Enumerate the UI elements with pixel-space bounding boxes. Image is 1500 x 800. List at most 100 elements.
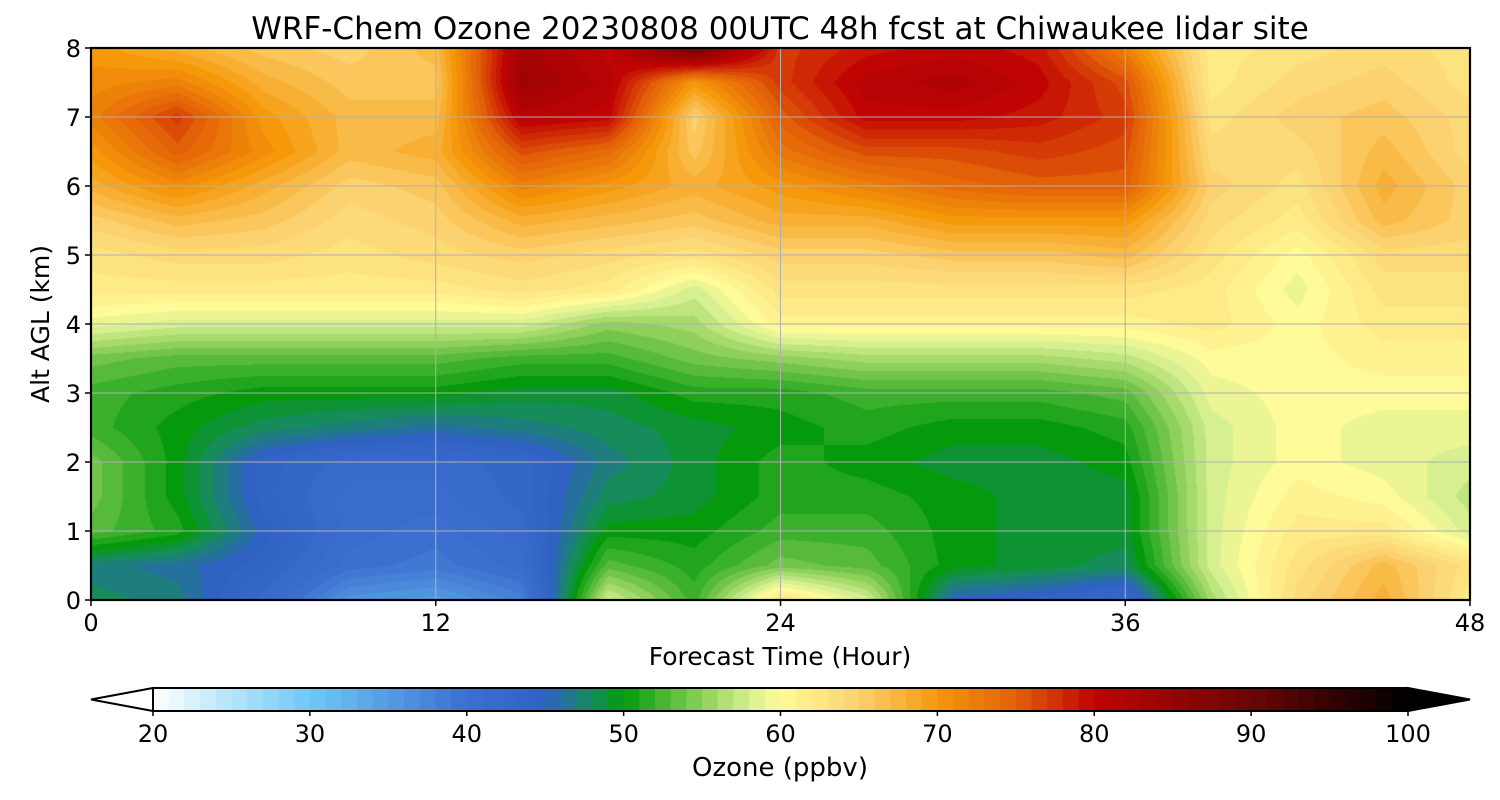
colorbar-segment xyxy=(560,688,578,711)
colorbar-segment xyxy=(184,688,201,711)
colorbar-segment xyxy=(1125,688,1142,711)
colorbar-tick-label: 20 xyxy=(138,720,169,748)
colorbar-segment xyxy=(1015,688,1033,711)
grid-lines xyxy=(91,48,1470,600)
x-tick-label: 12 xyxy=(420,609,451,637)
x-tick-label: 24 xyxy=(765,609,796,637)
colorbar-segment xyxy=(1204,688,1221,711)
colorbar-segment xyxy=(419,688,436,711)
y-axis-ticks: 0 1 2 3 4 5 6 7 8 xyxy=(66,35,91,615)
colorbar-label: Ozone (ppbv) xyxy=(692,753,868,783)
colorbar-ticks: 20 30 40 50 60 70 80 90 100 xyxy=(138,711,1431,748)
colorbar-segment xyxy=(372,688,389,711)
colorbar-segment xyxy=(1266,688,1284,711)
colorbar-segment xyxy=(874,688,891,711)
colorbar-segment xyxy=(984,688,1001,711)
colorbar-segment xyxy=(1235,688,1252,711)
y-tick-label: 3 xyxy=(66,380,81,408)
y-tick-label: 6 xyxy=(66,173,81,201)
colorbar-segment xyxy=(796,688,813,711)
colorbar-segment xyxy=(168,688,185,711)
colorbar-segment xyxy=(404,688,421,711)
colorbar-tick-label: 60 xyxy=(765,720,796,748)
colorbar-segment xyxy=(858,688,876,711)
colorbar-segment xyxy=(1141,688,1158,711)
colorbar-segment xyxy=(655,688,672,711)
colorbar-segment xyxy=(200,688,217,711)
colorbar-segment xyxy=(890,688,907,711)
colorbar-segment xyxy=(607,688,625,711)
colorbar-segment xyxy=(466,688,484,711)
colorbar-segment xyxy=(309,688,327,711)
colorbar-segment xyxy=(1109,688,1127,711)
colorbar-segment xyxy=(639,688,656,711)
colorbar-segment xyxy=(702,688,719,711)
y-tick-label: 7 xyxy=(66,104,81,132)
y-tick-label: 2 xyxy=(66,449,81,477)
colorbar-segment xyxy=(576,688,593,711)
colorbar-segment xyxy=(1313,688,1331,711)
colorbar-segment xyxy=(780,688,797,711)
colorbar-segment xyxy=(1078,688,1095,711)
colorbar-segment xyxy=(937,688,954,711)
colorbar-segment xyxy=(325,688,342,711)
colorbar-tick-label: 70 xyxy=(922,720,953,748)
y-tick-label: 8 xyxy=(66,35,81,63)
colorbar-segment xyxy=(451,688,468,711)
colorbar-segment xyxy=(1345,688,1362,711)
colorbar-segment xyxy=(388,688,405,711)
x-axis-label: Forecast Time (Hour) xyxy=(649,642,912,671)
colorbar-segment xyxy=(764,688,782,711)
colorbar-segment xyxy=(1172,688,1189,711)
x-tick-label: 36 xyxy=(1110,609,1141,637)
colorbar-segment xyxy=(356,688,374,711)
y-tick-label: 1 xyxy=(66,518,81,546)
colorbar-segment xyxy=(435,688,452,711)
colorbar-segment xyxy=(843,688,860,711)
colorbar-segment xyxy=(545,688,562,711)
colorbar-segment xyxy=(247,688,264,711)
colorbar xyxy=(90,686,1471,713)
colorbar-segment xyxy=(921,688,938,711)
colorbar-segment xyxy=(670,688,687,711)
colorbar-segment xyxy=(529,688,546,711)
colorbar-segment xyxy=(953,688,970,711)
colorbar-tick-label: 80 xyxy=(1079,720,1110,748)
colorbar-tick-label: 50 xyxy=(608,720,639,748)
colorbar-segment xyxy=(1298,688,1315,711)
colorbar-segment xyxy=(906,688,923,711)
colorbar-segment xyxy=(231,688,248,711)
colorbar-segment xyxy=(1251,688,1268,711)
y-tick-label: 5 xyxy=(66,242,81,270)
y-tick-label: 0 xyxy=(66,587,81,615)
colorbar-segment xyxy=(592,688,609,711)
x-tick-label: 48 xyxy=(1455,609,1486,637)
colorbar-segment xyxy=(968,688,986,711)
colorbar-segment xyxy=(827,688,844,711)
colorbar-segment xyxy=(717,688,735,711)
colorbar-segment xyxy=(1047,688,1064,711)
colorbar-segment xyxy=(1376,688,1393,711)
colorbar-segment xyxy=(1282,688,1299,711)
colorbar-segment xyxy=(1329,688,1346,711)
colorbar-tick-label: 100 xyxy=(1385,720,1431,748)
colorbar-segment xyxy=(215,688,233,711)
colorbar-segment xyxy=(1360,688,1378,711)
y-axis-label: Alt AGL (km) xyxy=(26,245,55,403)
colorbar-segment xyxy=(733,688,750,711)
colorbar-segment xyxy=(811,688,829,711)
colorbar-segment xyxy=(498,688,515,711)
y-tick-label: 4 xyxy=(66,311,81,339)
colorbar-segment xyxy=(1188,688,1205,711)
colorbar-segment xyxy=(686,688,703,711)
x-tick-label: 0 xyxy=(83,609,98,637)
colorbar-segment xyxy=(1031,688,1048,711)
colorbar-segment xyxy=(1000,688,1017,711)
colorbar-segment xyxy=(623,688,640,711)
colorbar-tick-label: 40 xyxy=(451,720,482,748)
colorbar-segment xyxy=(153,688,170,711)
colorbar-segment xyxy=(1157,688,1174,711)
colorbar-segment xyxy=(262,688,280,711)
colorbar-segment xyxy=(294,688,311,711)
